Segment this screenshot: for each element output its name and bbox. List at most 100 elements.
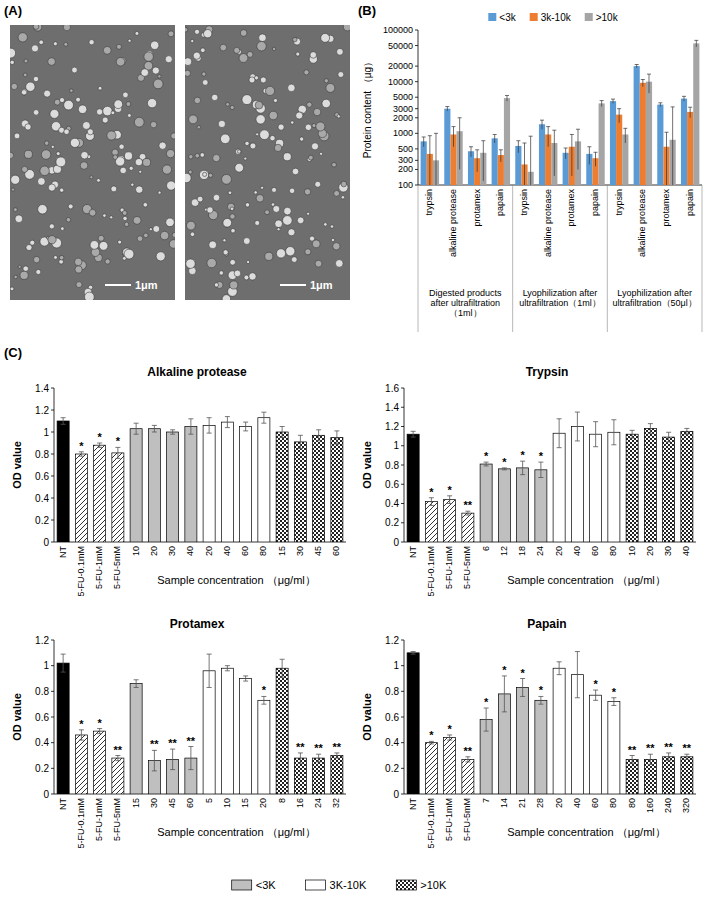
error-bar [493, 134, 497, 143]
cell [239, 54, 248, 63]
error-bar [79, 452, 84, 456]
y-tick-label: 500 [398, 144, 413, 154]
cell [297, 217, 304, 224]
y-tick [51, 498, 54, 499]
bar [462, 513, 474, 542]
error-bar [529, 136, 533, 185]
bar [608, 432, 620, 542]
error-bar [243, 676, 248, 681]
plot-area [421, 40, 700, 185]
cell [316, 122, 325, 131]
y-tick [51, 768, 54, 769]
bar [492, 138, 498, 185]
y-tick [51, 742, 54, 743]
y-tick-label: 1.6 [385, 383, 399, 394]
y-tick-label: 0 [43, 789, 49, 800]
error-bar [484, 708, 489, 731]
x-tick-label: 30 [149, 798, 159, 808]
cell [116, 57, 125, 66]
cell [54, 256, 58, 260]
cell [337, 115, 340, 118]
error-bar [538, 462, 543, 477]
bar [57, 663, 69, 794]
bar [258, 418, 270, 542]
bar [498, 469, 510, 542]
significance-label: * [502, 664, 507, 676]
cell [245, 141, 249, 145]
scale-bar [105, 284, 131, 286]
cell [286, 247, 295, 256]
bar [203, 425, 215, 542]
cell [227, 203, 234, 210]
legend-swatch [396, 880, 416, 890]
y-tick [415, 133, 418, 134]
cell [152, 67, 159, 74]
error-bar [666, 753, 671, 761]
error-bar [447, 735, 452, 740]
x-tick-label: 5-FU-5mM [462, 546, 472, 589]
cell [169, 240, 175, 249]
cell [122, 256, 126, 260]
y-tick [51, 794, 54, 795]
cell [90, 176, 93, 179]
cell [255, 101, 263, 109]
scale-bar-label: 1μm [310, 279, 333, 291]
cell [246, 260, 249, 263]
error-bar [458, 118, 462, 170]
cell [107, 131, 116, 140]
chart-c: Protamex00.20.40.60.811.2OD valueNT*5-FU… [11, 617, 346, 849]
x-tick-label: 14 [499, 798, 509, 808]
x-tick-label: 160 [645, 798, 655, 813]
cell [185, 173, 191, 182]
error-bar [280, 427, 285, 438]
cell [59, 255, 64, 260]
cell [189, 155, 193, 159]
error-bar [630, 756, 635, 764]
y-tick-label: 20000 [388, 61, 413, 71]
chart-c: Papain00.20.40.60.811.2OD valueNT*5-FU-0… [361, 617, 696, 849]
cell [207, 258, 216, 267]
legend-label: <3k [499, 12, 516, 23]
error-bar [557, 662, 562, 675]
y-tick-label: 0.2 [35, 763, 49, 774]
cell [200, 48, 205, 53]
x-tick-label: 12 [499, 546, 509, 556]
cell [271, 203, 275, 207]
cell [24, 150, 32, 158]
cell [313, 108, 320, 115]
significance-label: * [502, 456, 507, 468]
error-bar [617, 109, 621, 123]
x-tick-label: 20 [258, 798, 268, 808]
significance-label: * [520, 449, 525, 461]
significance-label: ** [114, 744, 123, 756]
x-tick-label: 5 [204, 798, 214, 803]
y-tick [401, 717, 404, 718]
x-tick-label: papain [685, 189, 695, 216]
x-tick-label: 40 [185, 546, 195, 556]
error-bar [429, 498, 434, 506]
cell [149, 228, 152, 231]
cell [270, 135, 275, 140]
cell [240, 30, 247, 37]
cell [288, 229, 295, 236]
cell [64, 42, 68, 46]
cell [231, 228, 235, 232]
error-bar [630, 430, 635, 438]
cell [197, 126, 200, 129]
bar [167, 432, 179, 542]
y-tick [415, 97, 418, 98]
cell [300, 137, 304, 141]
bar [590, 695, 602, 794]
x-tick-label: 32 [331, 798, 341, 808]
bar [57, 421, 69, 542]
y-tick-label: 0.4 [35, 737, 49, 748]
y-tick-label: 1 [43, 427, 49, 438]
cell [72, 67, 78, 73]
x-tick-label: 5-FU-1mM [94, 798, 104, 841]
y-tick [401, 794, 404, 795]
plot-area [57, 412, 343, 542]
x-tick-label: 16 [295, 798, 305, 808]
y-tick [415, 81, 418, 82]
cell [143, 158, 151, 166]
x-tick-label: trypsin [424, 189, 434, 216]
